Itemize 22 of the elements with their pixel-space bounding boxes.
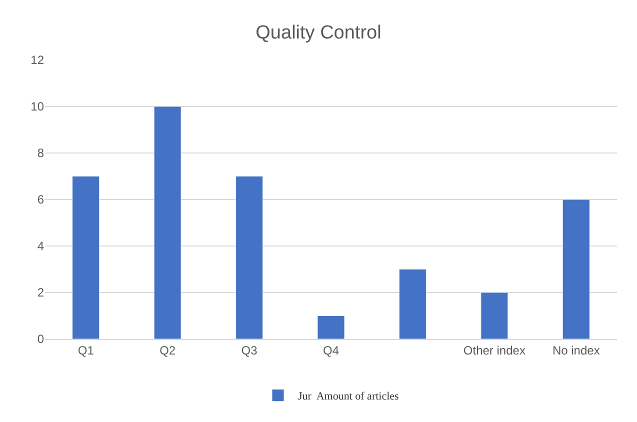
legend-label: Jur Amount of articles [298, 390, 399, 403]
y-tick-label: 6 [37, 192, 44, 207]
x-tick-label: No index [552, 343, 600, 358]
x-tick-label: Q1 [78, 343, 94, 358]
y-tick-label: 12 [30, 53, 44, 68]
x-tick-label: Q2 [160, 343, 176, 358]
x-tick-label: Q4 [322, 343, 340, 358]
bar [236, 176, 264, 339]
x-tick-label: Other index [463, 343, 526, 358]
bar [398, 269, 426, 339]
bar [154, 106, 182, 339]
y-tick-label: 4 [37, 239, 44, 254]
bar [317, 316, 345, 339]
y-tick-label: 8 [37, 146, 44, 160]
y-tick-label: 0 [37, 332, 44, 346]
chart-title: Quality Control [256, 22, 382, 44]
y-tick-label: 10 [30, 100, 44, 114]
y-tick-label: 2 [37, 286, 44, 300]
bar [562, 199, 590, 339]
bar [72, 176, 100, 339]
bar [480, 292, 508, 339]
x-tick-label: Q3 [241, 343, 258, 358]
